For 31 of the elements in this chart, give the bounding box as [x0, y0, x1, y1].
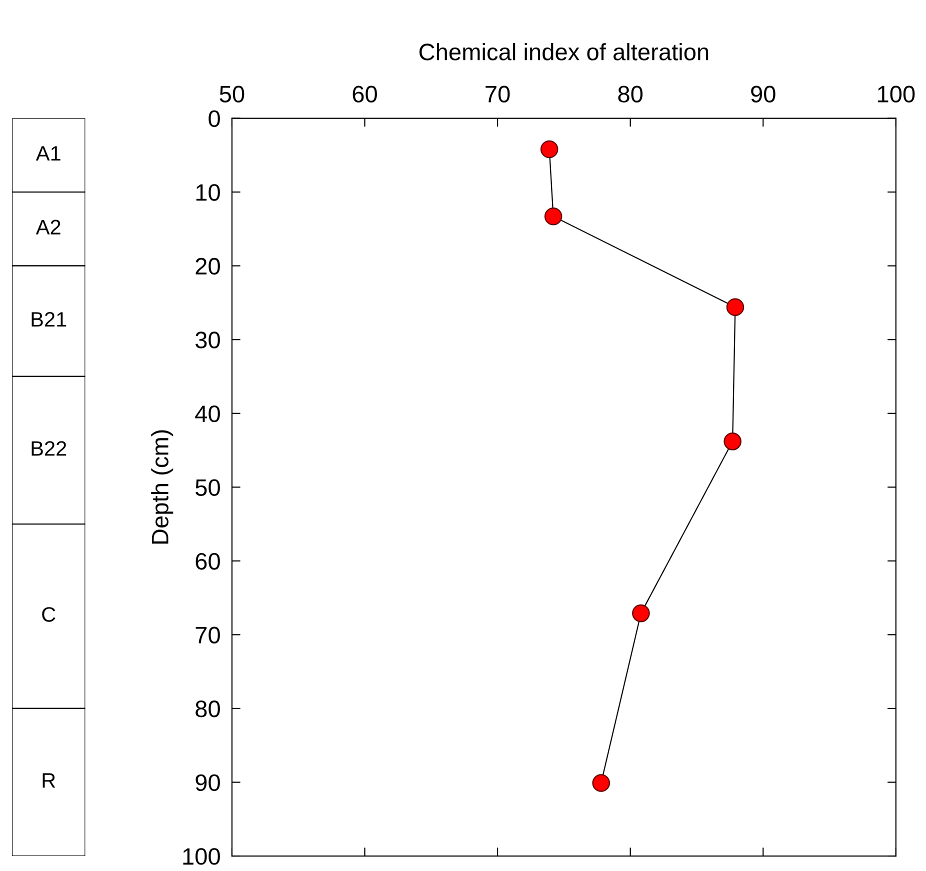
- point: [540, 140, 558, 158]
- y-tick-label: 90: [196, 774, 220, 792]
- y-tick-label: 100: [183, 848, 220, 865]
- y-tick-label: 40: [195, 405, 220, 422]
- y-axis-title: Depth (cm): [151, 430, 174, 544]
- series-label: A1: [36, 146, 60, 161]
- series-label: B21: [32, 312, 66, 327]
- x-tick-label: 100: [878, 86, 915, 103]
- series-label: A2: [36, 220, 60, 234]
- y-tick-label: 20: [196, 258, 220, 275]
- y-tick-label: 50: [196, 479, 220, 496]
- series-label: R: [42, 773, 56, 788]
- y-tick-label: 80: [196, 700, 220, 718]
- x-tick-label: 90: [751, 86, 776, 103]
- y-tick-label: 60: [196, 552, 220, 570]
- y-tick-label: 0: [208, 110, 220, 128]
- series-label: B22: [32, 441, 66, 456]
- x-axis-title: Chemical index of alteration: [419, 43, 708, 60]
- x-tick-label: 80: [618, 86, 643, 103]
- point: [726, 298, 744, 316]
- point: [632, 604, 650, 622]
- point: [724, 432, 742, 450]
- y-tick-label: 30: [195, 332, 220, 348]
- point: [544, 208, 562, 226]
- x-tick-label: 60: [352, 86, 377, 103]
- point: [592, 774, 610, 792]
- series-label: C: [42, 607, 56, 622]
- y-tick-label: 70: [196, 626, 220, 644]
- x-tick-label: 70: [486, 86, 510, 103]
- y-tick-label: 10: [196, 184, 220, 201]
- x-tick-label: 50: [220, 86, 244, 103]
